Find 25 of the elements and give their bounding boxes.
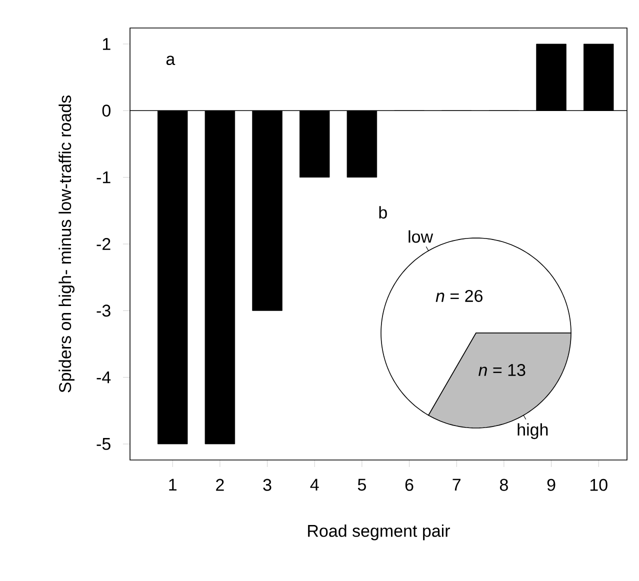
annotation: a — [166, 56, 176, 66]
y-tick-label: -3 — [96, 304, 110, 317]
x-tick-label: 6 — [405, 478, 414, 491]
y-tick-label: -5 — [96, 438, 110, 450]
x-tick-label: 10 — [590, 478, 608, 491]
data-label: n = 13 — [478, 364, 526, 376]
x-tick-label: 8 — [500, 478, 508, 491]
y-tick-label: 1 — [102, 38, 110, 50]
data-label: n = 26 — [436, 290, 482, 302]
slice-label: high — [518, 423, 548, 440]
x-tick-label: 5 — [358, 478, 366, 491]
x-axis-title: Road segment pair — [308, 524, 450, 540]
y-axis-title: Spiders on high- minus low-traffic roads — [58, 96, 74, 392]
x-tick-label: 3 — [263, 478, 272, 491]
x-tick-label: 2 — [216, 478, 224, 491]
y-tick-label: -2 — [96, 238, 110, 250]
annotation: b — [379, 206, 387, 219]
slice-label: low — [408, 230, 434, 243]
x-tick-label: 9 — [547, 478, 556, 491]
x-tick-label: 1 — [169, 478, 176, 491]
y-tick-label: -1 — [96, 171, 110, 184]
y-tick-label: 0 — [102, 104, 110, 117]
x-tick-label: 4 — [310, 478, 319, 491]
x-tick-label: 7 — [452, 478, 460, 491]
y-tick-label: -4 — [96, 371, 111, 384]
